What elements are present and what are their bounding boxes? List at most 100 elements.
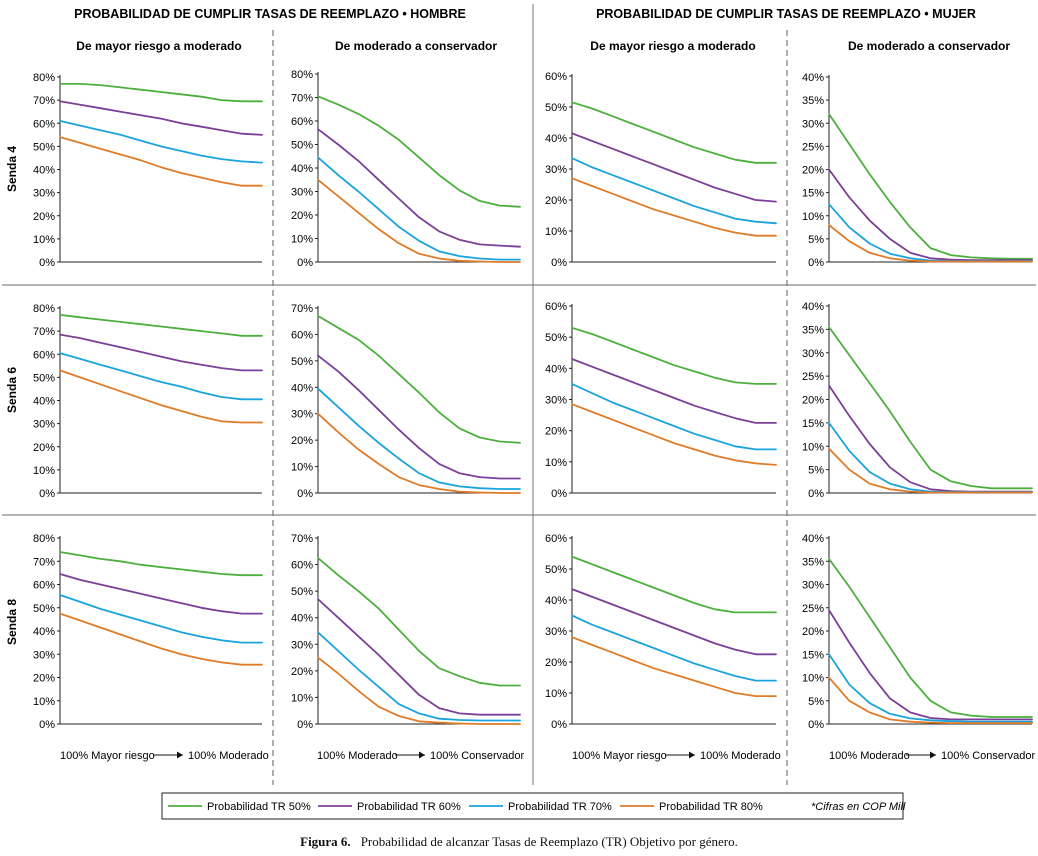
ytick-label: 5%	[808, 696, 824, 708]
series-line-tr50	[59, 314, 263, 337]
panel-m-s8-mayor: 0% 10% 20% 30% 40% 50% 60%	[545, 533, 777, 731]
row-label-senda-6: Senda 6	[5, 367, 19, 413]
series-line-tr80	[828, 676, 1033, 724]
panel-m-s6-moderado: 0% 5% 10% 15% 20% 25% 30% 35% 40%	[802, 301, 1033, 500]
ytick-label: 30%	[291, 409, 313, 421]
row-label-senda-8: Senda 8	[5, 599, 19, 645]
ytick-label: 70%	[33, 556, 55, 568]
ytick-label: 70%	[291, 533, 313, 545]
ytick-label: 0%	[39, 257, 55, 269]
ytick-label: 35%	[802, 324, 824, 336]
xcap-right-mujer-mayor: 100% Moderado	[700, 750, 781, 762]
ytick-label: 20%	[291, 666, 313, 678]
series-line-tr60	[317, 128, 521, 248]
ytick-label: 0%	[39, 488, 55, 500]
ytick-label: 20%	[291, 435, 313, 447]
series-line-tr50	[571, 555, 777, 614]
ytick-label: 20%	[802, 395, 824, 407]
series-line-tr80	[571, 403, 777, 466]
axis-m-s4-moderado	[828, 75, 1032, 263]
legend-box	[161, 792, 904, 820]
ytick-label: 80%	[33, 533, 55, 545]
ytick-label: 60%	[33, 580, 55, 592]
xcap-left-hombre-moderado: 100% Moderado	[317, 750, 398, 762]
ytick-label: 50%	[291, 586, 313, 598]
ytick-label: 40%	[33, 165, 55, 177]
ytick-label: 30%	[802, 580, 824, 592]
series-line-tr60	[571, 132, 777, 203]
ytick-label: 40%	[545, 363, 567, 375]
series-line-tr50	[317, 557, 521, 687]
panel-m-s4-moderado: 0% 5% 10% 15% 20% 25% 30% 35% 40%	[802, 72, 1033, 269]
ytick-label: 10%	[33, 234, 55, 246]
figure-caption: Figura 6. Probabilidad de alcanzar Tasas …	[0, 834, 1038, 850]
series-line-tr80	[828, 224, 1033, 263]
ytick-label: 25%	[802, 603, 824, 615]
series-line-tr60	[59, 100, 263, 136]
series-line-tr70	[828, 422, 1033, 493]
legend-label-tr80: Probabilidad TR 80%	[659, 801, 763, 813]
ytick-label: 20%	[291, 210, 313, 222]
ytick-label: 40%	[802, 533, 824, 545]
ytick-label: 10%	[291, 692, 313, 704]
ytick-label: 20%	[545, 426, 567, 438]
legend-label-tr70: Probabilidad TR 70%	[508, 801, 612, 813]
header-hombre: PROBABILIDAD DE CUMPLIR TASAS DE REEMPLA…	[74, 7, 466, 21]
series-line-tr60	[828, 168, 1033, 261]
ytick-label: 10%	[802, 673, 824, 685]
xcap-left-mujer-moderado: 100% Moderado	[829, 750, 910, 762]
series-line-tr50	[571, 326, 777, 385]
ytick-label: 40%	[802, 301, 824, 313]
ytick-label: 10%	[33, 696, 55, 708]
ytick-label: 10%	[291, 462, 313, 474]
subheader-mujer-mayor: De mayor riesgo a moderado	[590, 39, 755, 53]
series-line-tr70	[59, 120, 263, 164]
ytick-label: 15%	[802, 418, 824, 430]
axis-m-s6-moderado	[828, 304, 1032, 494]
axis-m-s8-moderado	[828, 536, 1032, 725]
xcap-right-hombre-moderado: 100% Conservador	[430, 750, 525, 762]
ytick-label: 0%	[297, 257, 313, 269]
ytick-label: 40%	[291, 382, 313, 394]
ytick-label: 20%	[33, 673, 55, 685]
series-line-tr50	[317, 95, 521, 208]
xcap-left-mujer-mayor: 100% Mayor riesgo	[572, 750, 667, 762]
ytick-label: 0%	[297, 719, 313, 731]
ytick-label: 30%	[545, 395, 567, 407]
panel-m-s8-moderado: 0% 5% 10% 15% 20% 25% 30% 35% 40%	[802, 533, 1033, 731]
series-line-tr50	[828, 113, 1033, 260]
caption-text: Probabilidad de alcanzar Tasas de Reempl…	[360, 834, 738, 849]
series-line-tr50	[317, 315, 521, 444]
ytick-label: 20%	[802, 165, 824, 177]
ytick-label: 50%	[545, 564, 567, 576]
ytick-label: 60%	[291, 116, 313, 128]
ytick-label: 30%	[33, 649, 55, 661]
ytick-label: 20%	[545, 195, 567, 207]
ytick-label: 5%	[808, 465, 824, 477]
series-line-tr80	[317, 656, 521, 725]
ytick-label: 50%	[291, 356, 313, 368]
xcap-arrow-head-1	[177, 751, 183, 759]
ytick-label: 30%	[291, 187, 313, 199]
ytick-label: 20%	[545, 657, 567, 669]
ytick-label: 70%	[291, 93, 313, 105]
ytick-label: 0%	[808, 719, 824, 731]
series-line-tr80	[317, 178, 521, 263]
series-line-tr80	[59, 612, 263, 666]
series-line-tr70	[828, 653, 1033, 723]
ytick-label: 50%	[33, 372, 55, 384]
ytick-label: 60%	[291, 560, 313, 572]
ytick-label: 50%	[33, 603, 55, 615]
xcap-arrow-head-3	[689, 751, 695, 759]
series-line-tr70	[59, 352, 263, 401]
panel-m-s4-mayor: 0% 10% 20% 30% 40% 50% 60%	[545, 71, 777, 269]
xcap-right-hombre-mayor: 100% Moderado	[188, 750, 269, 762]
ytick-label: 50%	[291, 140, 313, 152]
xcap-arrow-head-4	[930, 751, 936, 759]
xcap-left-hombre-mayor: 100% Mayor riesgo	[60, 750, 155, 762]
ytick-label: 35%	[802, 556, 824, 568]
series-line-tr50	[571, 101, 777, 164]
series-line-tr60	[59, 573, 263, 615]
legend-note: *Cifras en COP Mill	[811, 801, 906, 813]
series-line-tr70	[317, 156, 521, 261]
